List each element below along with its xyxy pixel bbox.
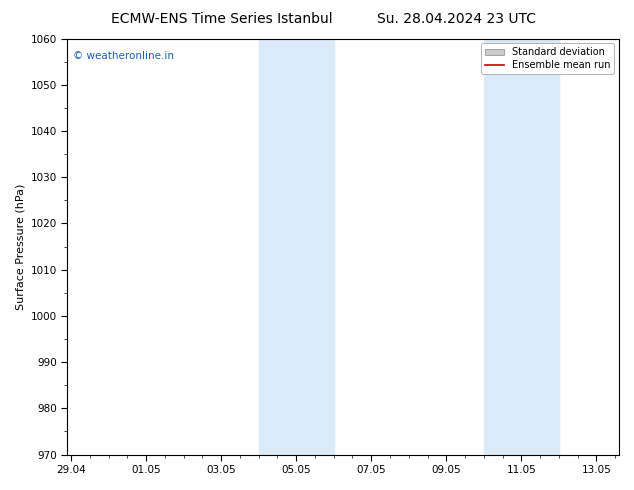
Legend: Standard deviation, Ensemble mean run: Standard deviation, Ensemble mean run [481,44,614,74]
Bar [259,39,333,455]
Text: © weatheronline.in: © weatheronline.in [73,51,174,61]
Y-axis label: Surface Pressure (hPa): Surface Pressure (hPa) [15,183,25,310]
Bar [484,39,559,455]
Text: ECMW-ENS Time Series Istanbul: ECMW-ENS Time Series Istanbul [111,12,333,26]
Text: Su. 28.04.2024 23 UTC: Su. 28.04.2024 23 UTC [377,12,536,26]
